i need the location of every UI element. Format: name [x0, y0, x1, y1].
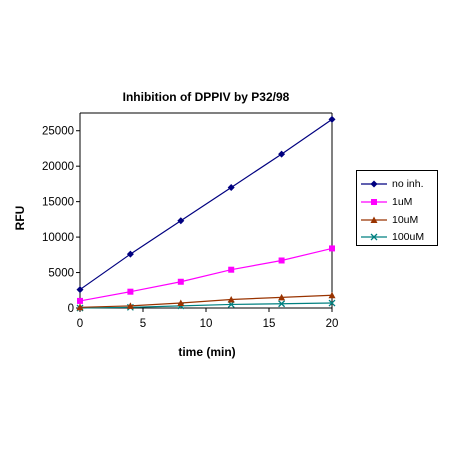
- series-0-point-0: [76, 286, 84, 294]
- x-tick-label-2: 10: [200, 318, 213, 330]
- y-axis-label: RFU: [13, 206, 27, 231]
- x-tick-label-1: 5: [140, 318, 146, 330]
- x-tick-label-0: 0: [77, 318, 83, 330]
- series-3-point-4: [278, 300, 286, 308]
- series-0-point-1: [126, 250, 134, 258]
- series-1-point-3: [228, 266, 235, 273]
- chart-title: Inhibition of DPPIV by P32/98: [122, 90, 290, 104]
- legend-label-0: no inh.: [392, 178, 424, 190]
- series-1-point-1: [127, 288, 134, 295]
- legend: no inh. 1uM 10uM 100uM: [356, 170, 438, 246]
- legend-label-2: 10uM: [392, 214, 419, 226]
- y-tick-label-2: 10000: [42, 232, 74, 244]
- series-1-point-5: [329, 245, 335, 252]
- series-2-point-3: [227, 295, 235, 303]
- series-0: [76, 115, 336, 294]
- legend-label-1: 1uM: [392, 196, 413, 208]
- series-0-point-5: [328, 115, 336, 123]
- legend-item-1: 1uM: [359, 194, 437, 210]
- legend-swatch-2: [361, 216, 387, 223]
- series-line-1: [79, 247, 333, 302]
- series-0-point-4: [278, 150, 286, 158]
- legend-item-0: no inh.: [359, 176, 437, 192]
- legend-label-3: 100uM: [392, 231, 425, 243]
- y-tick-label-1: 5000: [48, 268, 74, 280]
- legend-swatch-1: [361, 199, 387, 205]
- series-2-point-1: [126, 302, 134, 309]
- legend-marker-1: [371, 199, 377, 205]
- series-2-point-2: [177, 299, 185, 307]
- series-1: [77, 245, 335, 304]
- legend-swatch-0: [361, 180, 387, 188]
- series-2: [76, 291, 336, 311]
- series-line-0: [79, 118, 333, 291]
- axes: 0 5000 10000 15000 20000 25000 0 5 10 15 20: [42, 112, 339, 330]
- series-2-point-0: [76, 303, 84, 311]
- series-line-3: [79, 302, 333, 309]
- series-3-point-5: [328, 299, 336, 307]
- legend-marker-2: [370, 216, 378, 223]
- legend-item-2: 10uM: [359, 212, 437, 228]
- series-2-point-4: [278, 293, 286, 301]
- legend-swatch-3: [361, 233, 387, 241]
- series-0-point-2: [177, 217, 185, 225]
- series-1-point-2: [177, 278, 184, 285]
- series-line-2: [79, 294, 333, 308]
- series-2-point-5: [328, 291, 336, 299]
- legend-marker-3: [370, 233, 378, 241]
- x-axis-label: time (min): [178, 345, 235, 359]
- series-layer: [76, 115, 336, 312]
- y-tick-label-3: 15000: [42, 197, 74, 209]
- x-tick-label-3: 15: [263, 318, 276, 330]
- series-1-point-4: [278, 257, 285, 264]
- legend-item-3: 100uM: [359, 229, 437, 245]
- series-1-point-0: [77, 297, 83, 304]
- x-tick-label-4: 20: [326, 318, 339, 330]
- legend-marker-0: [370, 180, 378, 188]
- y-tick-label-4: 20000: [42, 161, 74, 173]
- y-tick-label-0: 0: [68, 303, 74, 315]
- y-tick-label-5: 25000: [42, 126, 74, 138]
- series-0-point-3: [227, 183, 235, 191]
